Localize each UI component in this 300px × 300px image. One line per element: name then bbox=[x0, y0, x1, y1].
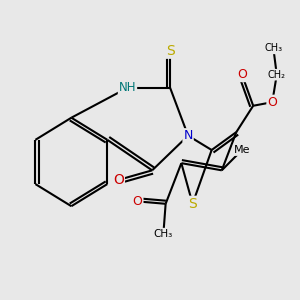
Text: N: N bbox=[183, 129, 193, 142]
Text: O: O bbox=[237, 68, 247, 81]
Text: Me: Me bbox=[234, 145, 250, 155]
Text: O: O bbox=[267, 96, 277, 109]
Text: O: O bbox=[133, 195, 142, 208]
Text: S: S bbox=[188, 197, 197, 211]
Text: O: O bbox=[113, 173, 124, 187]
Text: CH₃: CH₃ bbox=[154, 229, 173, 239]
Text: NH: NH bbox=[119, 81, 136, 94]
Text: S: S bbox=[166, 44, 175, 58]
Text: CH₃: CH₃ bbox=[264, 44, 283, 53]
Text: CH₂: CH₂ bbox=[268, 70, 286, 80]
